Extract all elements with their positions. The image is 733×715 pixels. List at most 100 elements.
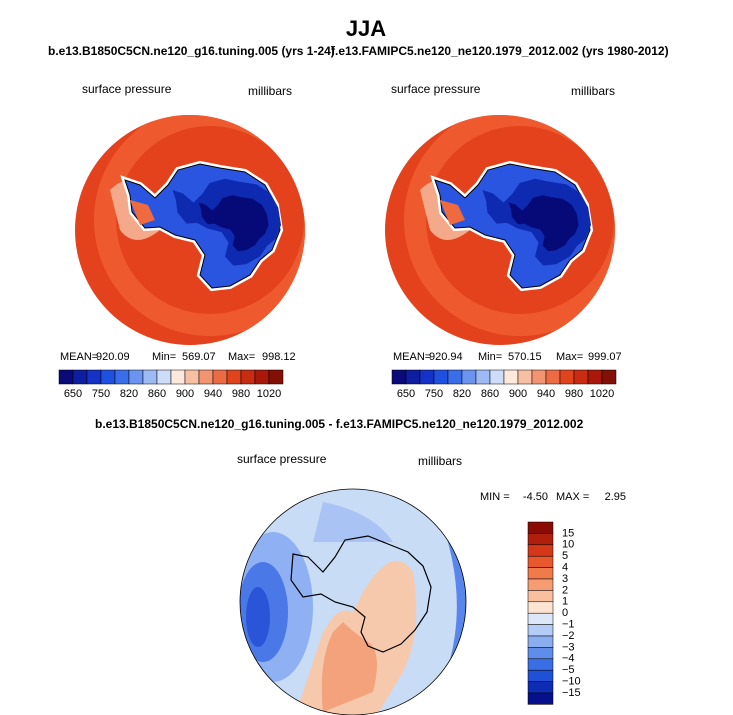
difference-title: b.e13.B1850C5CN.ne120_g16.tuning.005 - f…	[95, 417, 584, 431]
colorbar-label: 5	[562, 550, 568, 562]
colorbar-box	[170, 369, 186, 385]
colorbar-label: 2	[562, 584, 568, 596]
colorbar-label: 650	[64, 388, 82, 400]
units-label: millibars	[248, 84, 292, 98]
stat-label: MEAN=	[60, 351, 98, 363]
colorbar-label: 1020	[257, 388, 281, 400]
colorbar-box	[198, 369, 214, 385]
colorbar-box	[114, 369, 130, 385]
colorbar-label: −4	[562, 653, 575, 665]
colorbar-label: −15	[562, 687, 581, 699]
stat-label: MIN =	[480, 491, 510, 503]
colorbar-label: 940	[204, 388, 222, 400]
colorbar-box	[527, 624, 554, 637]
colorbar-box	[184, 369, 200, 385]
colorbar-box	[100, 369, 116, 385]
map	[75, 115, 315, 345]
colorbar-label: −3	[562, 641, 575, 653]
units-label: millibars	[571, 84, 615, 98]
colorbar-label: −1	[562, 619, 575, 631]
colorbar-box	[527, 544, 554, 557]
colorbar-box	[72, 369, 88, 385]
colorbar-label: 750	[425, 388, 443, 400]
colorbar-box	[254, 369, 270, 385]
colorbar-box	[573, 369, 589, 385]
colorbar-box	[419, 369, 435, 385]
stat-label: MEAN=	[393, 351, 431, 363]
colorbar-box	[527, 635, 554, 648]
colorbar-box	[601, 369, 617, 385]
variable-label: surface pressure	[237, 452, 327, 466]
colorbar-box	[517, 369, 533, 385]
colorbar-box	[447, 369, 463, 385]
colorbar-label: 980	[232, 388, 250, 400]
colorbar-box	[545, 369, 561, 385]
colorbar-box	[86, 369, 102, 385]
stat-value: 569.07	[182, 351, 216, 363]
colorbar-box	[527, 601, 554, 614]
variable-label: surface pressure	[391, 82, 481, 96]
colorbar-box	[489, 369, 505, 385]
colorbar-box	[156, 369, 172, 385]
colorbar-label: 940	[537, 388, 555, 400]
colorbar-label: −10	[562, 676, 581, 688]
colorbar-box	[527, 612, 554, 625]
panel-title: f.e13.FAMIPC5.ne120_ne120.1979_2012.002 …	[331, 44, 669, 58]
stat-value: 2.95	[605, 491, 626, 503]
colorbar-box	[527, 567, 554, 580]
colorbar-box	[226, 369, 242, 385]
colorbar-label: 820	[120, 388, 138, 400]
colorbar-box	[527, 658, 554, 671]
stat-value: 999.07	[588, 351, 622, 363]
colorbar-box	[128, 369, 144, 385]
stat-label: Max=	[228, 351, 255, 363]
colorbar-label: 10	[562, 539, 574, 551]
colorbar-box	[527, 555, 554, 568]
colorbar-box	[433, 369, 449, 385]
colorbar-label: 900	[509, 388, 527, 400]
stat-label: Min=	[478, 351, 502, 363]
colorbar-box	[58, 369, 74, 385]
colorbar-box	[475, 369, 491, 385]
colorbar-box	[527, 681, 554, 694]
panel-title: b.e13.B1850C5CN.ne120_g16.tuning.005 (yr…	[48, 44, 335, 58]
map	[239, 488, 467, 715]
colorbar-box	[527, 521, 554, 534]
stat-value: 570.15	[508, 351, 542, 363]
colorbar-label: 900	[176, 388, 194, 400]
colorbar-label: 1020	[590, 388, 614, 400]
stat-value: 920.09	[96, 351, 130, 363]
colorbar-label: 15	[562, 527, 574, 539]
stat-value: 998.12	[262, 351, 296, 363]
colorbar-box	[503, 369, 519, 385]
colorbar-box	[268, 369, 284, 385]
figure-title: JJA	[346, 16, 386, 41]
stat-label: MAX =	[556, 491, 589, 503]
colorbar-label: 650	[397, 388, 415, 400]
colorbar-label: 4	[562, 562, 568, 574]
colorbar-box	[527, 590, 554, 603]
colorbar-box	[587, 369, 603, 385]
colorbar-box	[461, 369, 477, 385]
colorbar-label: −2	[562, 630, 575, 642]
stat-value: -4.50	[523, 491, 548, 503]
colorbar-label: 750	[92, 388, 110, 400]
colorbar-label: 1	[562, 596, 568, 608]
colorbar-label: −5	[562, 664, 575, 676]
colorbar-box	[527, 578, 554, 591]
colorbar-box	[531, 369, 547, 385]
colorbar-box	[391, 369, 407, 385]
colorbar-label: 820	[453, 388, 471, 400]
colorbar-box	[559, 369, 575, 385]
colorbar-label: 980	[565, 388, 583, 400]
colorbar-box	[405, 369, 421, 385]
stat-label: Max=	[556, 351, 583, 363]
colorbar-box	[240, 369, 256, 385]
variable-label: surface pressure	[82, 82, 172, 96]
colorbar-box	[212, 369, 228, 385]
colorbar: 650 750 820 860 900 940 980 1020	[58, 369, 284, 400]
colorbar-label: 3	[562, 573, 568, 585]
colorbar: 650 750 820 860 900 940 980 1020	[391, 369, 617, 400]
